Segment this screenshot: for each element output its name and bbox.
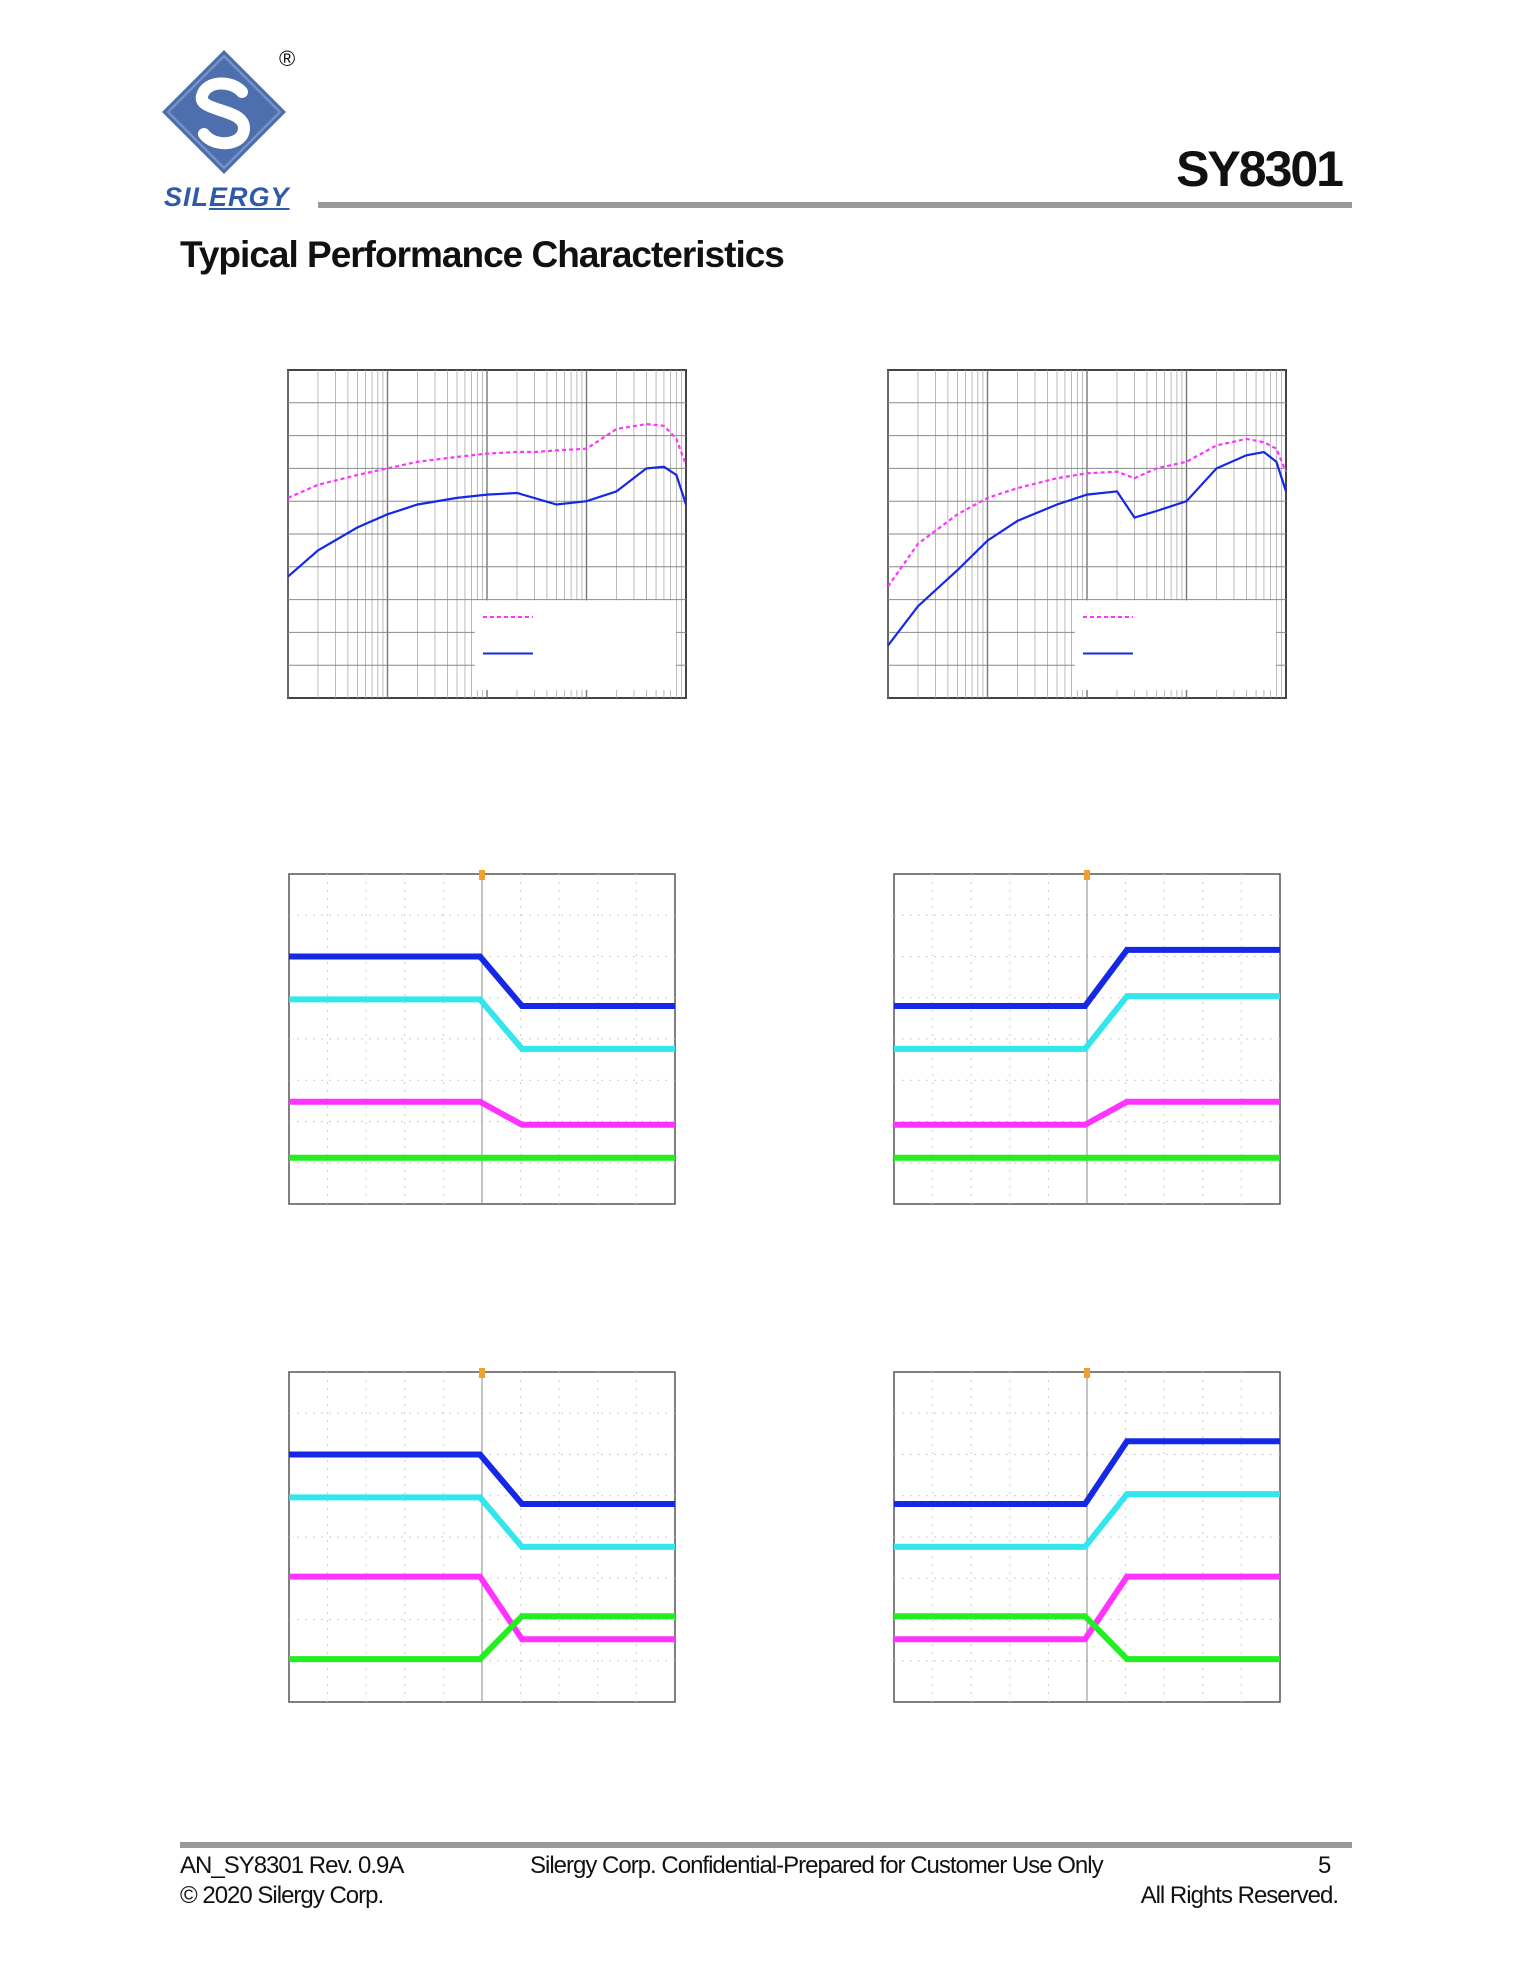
trace-3	[894, 1098, 1280, 1128]
scope-capture-1	[279, 870, 679, 1208]
trace-1	[894, 1438, 1280, 1507]
trace-3	[894, 1573, 1280, 1643]
legend-box	[474, 600, 676, 691]
trace-4	[289, 1613, 675, 1663]
trace-1	[894, 946, 1280, 1009]
scope-capture-2-svg	[893, 870, 1281, 1205]
scope-capture-1-svg	[288, 870, 676, 1205]
trigger-marker	[479, 870, 485, 880]
trace-2	[894, 993, 1280, 1052]
legend-box	[1074, 600, 1276, 691]
series-magenta-dashed	[887, 437, 1288, 588]
trace-1	[289, 953, 675, 1009]
series-magenta-dashed	[287, 422, 688, 499]
scope-capture-3-svg	[288, 1368, 676, 1703]
silergy-logo: ® SILERGY	[162, 46, 327, 213]
logo-text-b: ERGY	[209, 182, 290, 212]
scope-capture-4-svg	[893, 1368, 1281, 1703]
registered-mark: ®	[279, 46, 296, 71]
silergy-logo-mark	[162, 50, 286, 174]
trace-2	[289, 1494, 675, 1550]
footer-rule	[180, 1842, 1352, 1848]
scope-capture-4	[884, 1368, 1284, 1706]
logo-wordmark: SILERGY	[164, 182, 290, 213]
footer-doc-id: AN_SY8301 Rev. 0.9A	[180, 1852, 404, 1879]
footer-page-number: 5	[1318, 1852, 1331, 1879]
trace-3	[289, 1573, 675, 1643]
efficiency-chart-left-svg	[287, 369, 688, 699]
series-blue-solid	[287, 465, 688, 578]
trace-1	[289, 1451, 675, 1507]
logo-text-a: SIL	[164, 182, 210, 212]
footer-copyright: © 2020 Silergy Corp.	[180, 1882, 384, 1909]
efficiency-chart-left	[286, 368, 688, 700]
trace-3	[289, 1098, 675, 1128]
footer-confidential: Silergy Corp. Confidential-Prepared for …	[530, 1852, 1104, 1879]
trigger-marker	[479, 1368, 485, 1378]
series-blue-solid	[887, 450, 1288, 647]
trace-2	[894, 1491, 1280, 1550]
section-title: Typical Performance Characteristics	[180, 234, 785, 275]
scope-capture-3	[279, 1368, 679, 1706]
part-number: SY8301	[1176, 141, 1344, 197]
footer-rights: All Rights Reserved.	[1140, 1882, 1339, 1909]
trigger-marker	[1084, 1368, 1090, 1378]
trace-2	[289, 996, 675, 1052]
trigger-marker	[1084, 870, 1090, 880]
efficiency-chart-right-svg	[887, 369, 1288, 699]
trace-4	[894, 1613, 1280, 1663]
header-rule	[318, 202, 1352, 208]
scope-capture-2	[884, 870, 1284, 1208]
efficiency-chart-right	[886, 368, 1288, 700]
